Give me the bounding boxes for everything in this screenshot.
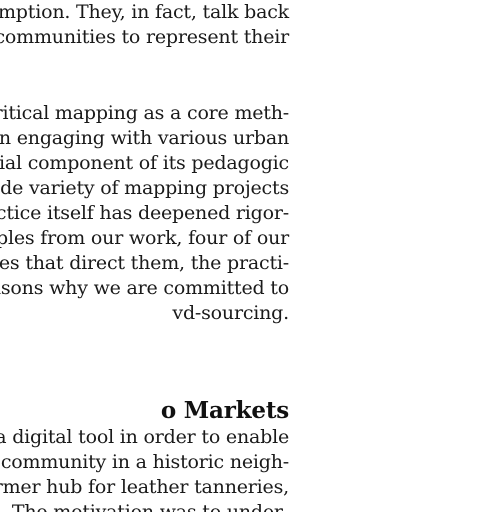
paragraph-3-line-2: community in a historic neigh-	[0, 451, 289, 473]
paragraph-3-line-1: ld a digital tool in order to enable	[0, 426, 289, 448]
paragraph-2-line-2: in engaging with various urban	[0, 127, 289, 149]
paragraph-1-line-2: r communities to represent their	[0, 26, 289, 48]
paragraph-2-line-3: ntial component of its pedagogic	[0, 152, 289, 174]
paragraph-3-line-4: s. The motivation was to under-	[0, 501, 289, 512]
paragraph-2-line-5: actice itself has deepened rigor-	[0, 202, 289, 224]
paragraph-2-line-8: easons why we are committed to	[0, 277, 289, 299]
paragraph-3-line-3: former hub for leather tanneries,	[0, 476, 289, 498]
paragraph-2-line-1: d critical mapping as a core meth-	[0, 102, 289, 124]
paragraph-2-line-6: mples from our work, four of our	[0, 227, 289, 249]
section-heading: o Markets	[160, 397, 289, 424]
paragraph-2-line-4: wide variety of mapping projects	[0, 177, 289, 199]
paragraph-2-line-7: iples that direct them, the practi-	[0, 252, 289, 274]
paragraph-1-line-1: umption. They, in fact, talk back	[0, 1, 289, 23]
paragraph-2-line-9: vd-sourcing.	[172, 302, 289, 324]
